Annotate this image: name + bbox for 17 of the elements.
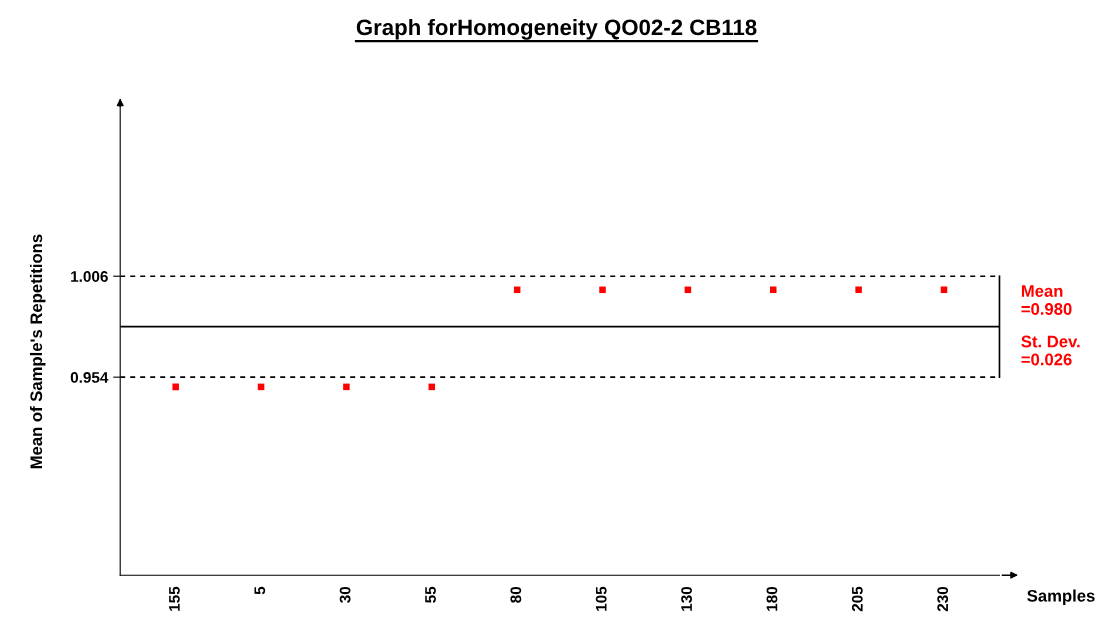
x-tick-label: 80 — [510, 586, 522, 603]
y-tick-label: 0.954 — [70, 372, 109, 383]
x-tick-label: 5 — [254, 586, 266, 595]
x-tick-label: 180 — [766, 586, 778, 611]
x-tick-label: 230 — [937, 586, 949, 612]
x-tick-label: 30 — [339, 586, 351, 603]
x-tick-label: 105 — [595, 586, 607, 611]
chart-title: Graph forHomogeneity QO02-2 CB118 — [356, 18, 757, 40]
x-tick-label: 155 — [169, 586, 180, 611]
y-tick-label: 1.006 — [71, 271, 108, 282]
x-tick-label: 205 — [851, 586, 863, 612]
y-axis-title: Mean of Sample's Repetitions — [29, 234, 46, 469]
text: Mean =0.980 — [1021, 285, 1072, 315]
x-tick-label: 55 — [425, 586, 436, 603]
x-tick-label: 130 — [681, 586, 693, 611]
text: St. Dev. =0.026 — [1021, 335, 1080, 366]
x-axis-title: Samples — [1027, 589, 1095, 605]
